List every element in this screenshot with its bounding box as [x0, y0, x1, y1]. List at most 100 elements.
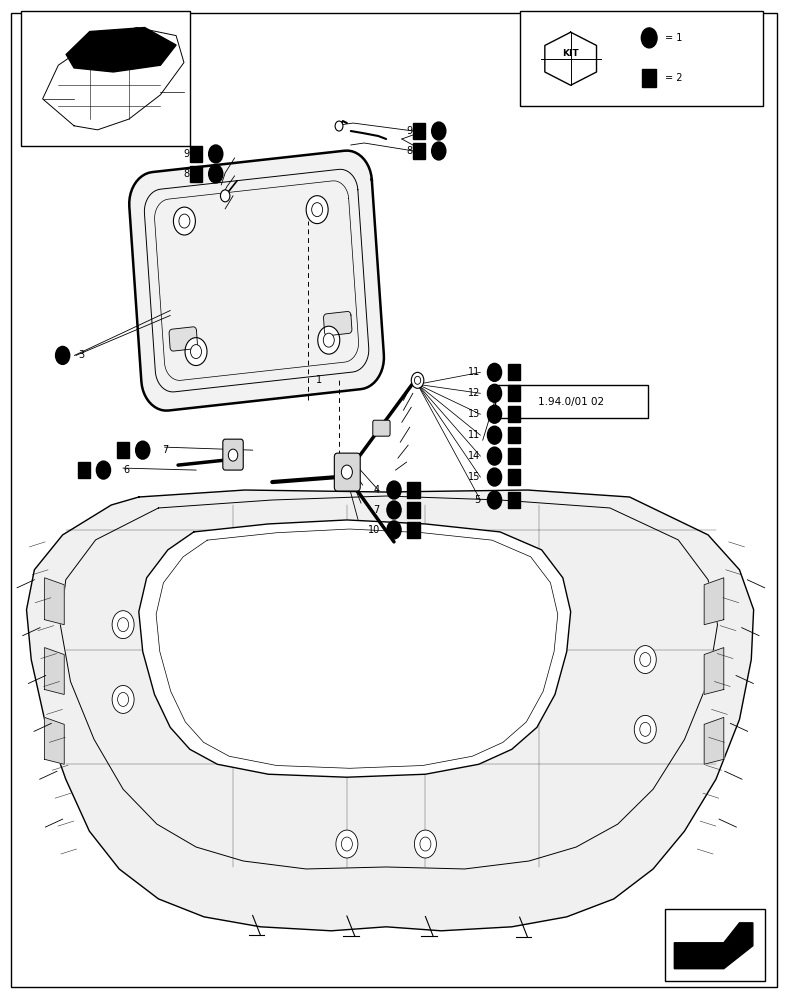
- Text: 13: 13: [468, 409, 481, 419]
- Circle shape: [414, 376, 421, 384]
- Circle shape: [488, 426, 502, 444]
- Circle shape: [117, 692, 128, 706]
- Polygon shape: [704, 717, 724, 764]
- Polygon shape: [704, 578, 724, 625]
- Circle shape: [387, 501, 401, 519]
- Bar: [190, 146, 203, 162]
- Bar: [21, 11, 190, 146]
- Circle shape: [307, 196, 328, 224]
- Bar: [507, 492, 520, 508]
- Circle shape: [56, 346, 69, 364]
- Polygon shape: [324, 311, 352, 336]
- Bar: [407, 522, 420, 538]
- FancyBboxPatch shape: [334, 453, 360, 491]
- Circle shape: [185, 338, 207, 366]
- Circle shape: [640, 653, 651, 667]
- Circle shape: [179, 214, 190, 228]
- Polygon shape: [704, 648, 724, 694]
- Polygon shape: [45, 578, 64, 625]
- Polygon shape: [675, 923, 753, 969]
- Text: 10: 10: [368, 525, 380, 535]
- Bar: [495, 385, 648, 418]
- Text: 8: 8: [407, 146, 413, 156]
- Bar: [413, 143, 426, 159]
- Circle shape: [96, 461, 110, 479]
- Circle shape: [112, 685, 134, 713]
- Bar: [407, 502, 420, 518]
- Circle shape: [318, 326, 340, 354]
- Circle shape: [432, 122, 446, 140]
- Circle shape: [341, 837, 352, 851]
- Circle shape: [323, 333, 334, 347]
- Text: = 1: = 1: [665, 33, 682, 43]
- FancyBboxPatch shape: [223, 439, 243, 470]
- Text: = 2: = 2: [665, 73, 682, 83]
- Text: 14: 14: [468, 451, 481, 461]
- Circle shape: [209, 145, 223, 163]
- Bar: [642, 69, 656, 87]
- Circle shape: [640, 722, 651, 736]
- Circle shape: [488, 405, 502, 423]
- Text: 3: 3: [78, 350, 84, 360]
- Circle shape: [411, 372, 424, 388]
- Text: KIT: KIT: [563, 49, 579, 58]
- Bar: [507, 385, 520, 401]
- Circle shape: [191, 345, 202, 359]
- Circle shape: [641, 28, 657, 48]
- Bar: [190, 166, 203, 182]
- Circle shape: [488, 447, 502, 465]
- Text: 7: 7: [374, 505, 380, 515]
- FancyBboxPatch shape: [373, 420, 390, 436]
- Bar: [407, 482, 420, 498]
- Bar: [77, 462, 90, 478]
- Text: 1.94.0/01 02: 1.94.0/01 02: [538, 397, 604, 407]
- Text: 9: 9: [184, 149, 190, 159]
- Text: 9: 9: [407, 126, 413, 136]
- Circle shape: [112, 611, 134, 639]
- Bar: [507, 427, 520, 443]
- Bar: [507, 364, 520, 380]
- Circle shape: [488, 491, 502, 509]
- Circle shape: [312, 203, 322, 217]
- Circle shape: [488, 363, 502, 381]
- Circle shape: [387, 481, 401, 499]
- Text: 15: 15: [468, 472, 481, 482]
- Circle shape: [221, 190, 230, 202]
- Text: 5: 5: [474, 495, 481, 505]
- Bar: [665, 909, 765, 981]
- Text: 11: 11: [468, 367, 481, 377]
- Text: 11: 11: [468, 430, 481, 440]
- Circle shape: [229, 449, 238, 461]
- Circle shape: [634, 715, 656, 743]
- Circle shape: [488, 384, 502, 402]
- Text: 6: 6: [123, 465, 129, 475]
- Circle shape: [336, 830, 358, 858]
- Circle shape: [420, 837, 431, 851]
- Bar: [507, 406, 520, 422]
- Polygon shape: [66, 28, 176, 72]
- Circle shape: [335, 121, 343, 131]
- Bar: [117, 442, 129, 458]
- Polygon shape: [139, 520, 571, 777]
- Circle shape: [414, 830, 437, 858]
- Text: 12: 12: [468, 388, 481, 398]
- Polygon shape: [45, 717, 64, 764]
- Circle shape: [341, 465, 352, 479]
- Circle shape: [117, 618, 128, 632]
- Text: 8: 8: [184, 169, 190, 179]
- Circle shape: [432, 142, 446, 160]
- Circle shape: [209, 165, 223, 183]
- Polygon shape: [27, 490, 753, 931]
- Text: 1: 1: [316, 375, 322, 385]
- Polygon shape: [45, 648, 64, 694]
- Circle shape: [136, 441, 150, 459]
- Text: 7: 7: [162, 445, 169, 455]
- Polygon shape: [129, 151, 384, 411]
- Bar: [519, 11, 763, 106]
- Circle shape: [634, 646, 656, 674]
- Circle shape: [173, 207, 195, 235]
- Bar: [413, 123, 426, 139]
- Bar: [507, 469, 520, 485]
- Circle shape: [488, 468, 502, 486]
- Circle shape: [387, 521, 401, 539]
